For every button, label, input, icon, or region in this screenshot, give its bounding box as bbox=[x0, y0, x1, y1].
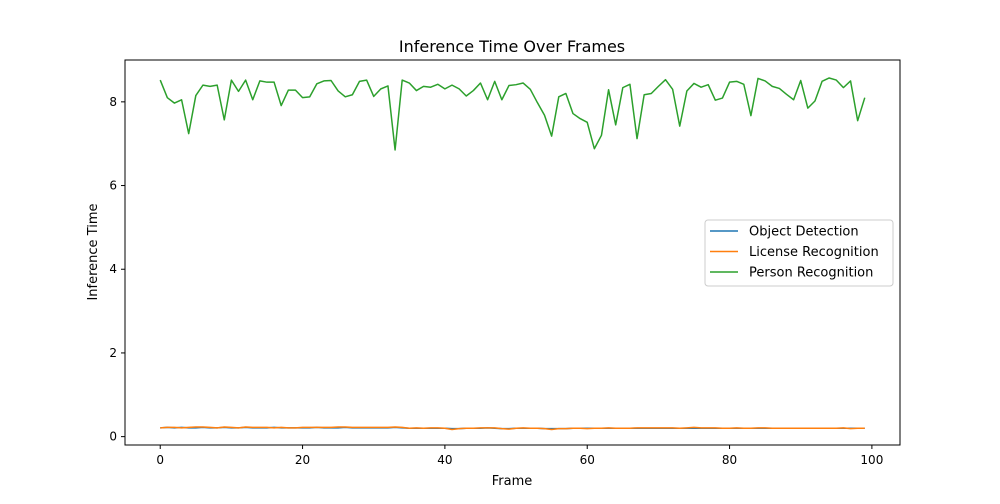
y-tick-label: 2 bbox=[109, 346, 117, 360]
x-tick-label: 100 bbox=[860, 453, 883, 467]
legend: Object Detection License Recognition Perso… bbox=[704, 219, 894, 287]
x-axis-ticks: 0 20 40 60 80 100 bbox=[156, 445, 883, 467]
series-line-license-recognition bbox=[160, 426, 865, 431]
chart-title: Inference Time Over Frames bbox=[399, 37, 625, 56]
y-tick-label: 6 bbox=[109, 179, 117, 193]
legend-label-person-recognition: Person Recognition bbox=[749, 266, 873, 281]
x-axis-label: Frame bbox=[492, 474, 533, 489]
x-tick-label: 60 bbox=[580, 453, 595, 467]
y-tick-label: 4 bbox=[109, 262, 117, 276]
y-axis-label: Inference Time bbox=[86, 203, 101, 300]
legend-label-object-detection: Object Detection bbox=[749, 225, 859, 240]
x-tick-label: 80 bbox=[722, 453, 737, 467]
y-tick-label: 0 bbox=[109, 430, 117, 444]
legend-box bbox=[704, 219, 894, 287]
x-tick-label: 20 bbox=[295, 453, 310, 467]
legend-label-license-recognition: License Recognition bbox=[749, 245, 879, 260]
x-tick-label: 40 bbox=[437, 453, 452, 467]
series-layer bbox=[159, 77, 866, 431]
x-tick-label: 0 bbox=[156, 453, 164, 467]
plot-frame bbox=[124, 59, 901, 446]
y-tick-label: 8 bbox=[109, 95, 117, 109]
legend-items: Object Detection License Recognition Perso… bbox=[710, 225, 879, 281]
series-line-person-recognition bbox=[159, 77, 866, 151]
y-axis-ticks: 0 2 4 6 8 bbox=[109, 95, 125, 444]
